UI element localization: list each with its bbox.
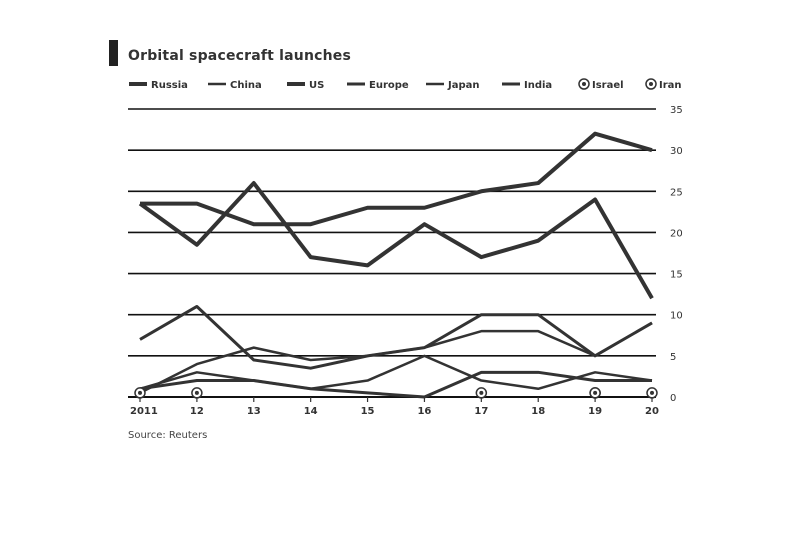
series-line-japan (139, 354, 653, 391)
x-tick-label: 17 (474, 406, 488, 417)
legend-item-iran: Iran (645, 78, 682, 91)
legend-label: US (309, 80, 324, 91)
series-point-israel (475, 387, 488, 399)
legend-label: Iran (659, 80, 682, 91)
legend: Russia China US Europe Japan India Israel Iran (129, 78, 682, 91)
y-tick-label: 30 (670, 146, 683, 157)
x-tick-label: 13 (247, 406, 261, 417)
legend-item-japan: Japan (426, 80, 480, 91)
legend-item-israel: Israel (578, 78, 624, 91)
series-line-india (139, 370, 652, 399)
legend-item-russia: Russia (129, 80, 188, 91)
y-tick-label: 20 (670, 228, 683, 239)
y-tick-label: 15 (670, 270, 683, 281)
x-tick-label: 15 (361, 406, 375, 417)
y-tick-label: 25 (670, 187, 683, 198)
x-tick-label: 18 (531, 406, 545, 417)
series-point-israel (134, 387, 146, 399)
x-tick-labels: 2011 12 13 14 15 16 17 18 19 20 (130, 397, 659, 417)
series-point-israel (191, 387, 203, 399)
series-point-iran (646, 387, 658, 399)
x-tick-label: 19 (588, 406, 602, 417)
legend-label: Israel (592, 80, 624, 91)
title-accent-bar (109, 40, 118, 66)
series-line-us (140, 131, 653, 227)
legend-item-india: India (502, 80, 552, 91)
series-line-china (139, 321, 653, 395)
x-tick-label: 20 (645, 406, 659, 417)
legend-label: Russia (151, 80, 188, 91)
y-tick-label: 5 (670, 352, 676, 363)
x-tick-label: 2011 (130, 406, 158, 417)
legend-item-us: US (287, 80, 324, 91)
y-tick-labels: 0 5 10 15 20 25 30 35 (670, 105, 683, 404)
legend-label: Japan (447, 80, 480, 91)
grid (128, 108, 656, 398)
series-point-iran (589, 387, 601, 399)
y-tick-label: 0 (670, 393, 676, 404)
legend-label: Europe (369, 80, 409, 91)
y-tick-label: 35 (670, 105, 683, 116)
x-tick-label: 12 (190, 406, 204, 417)
x-tick-label: 14 (304, 406, 318, 417)
x-tick-label: 16 (417, 406, 431, 417)
series-line-russia (138, 181, 654, 300)
chart-title: Orbital spacecraft launches (128, 48, 352, 64)
legend-item-europe: Europe (347, 80, 409, 91)
legend-label: India (524, 80, 552, 91)
legend-label: China (230, 80, 262, 91)
series-line-europe (139, 304, 653, 370)
series-lines (138, 131, 654, 399)
source-note: Source: Reuters (128, 430, 208, 441)
legend-item-china: China (208, 80, 262, 91)
y-tick-label: 10 (670, 311, 683, 322)
